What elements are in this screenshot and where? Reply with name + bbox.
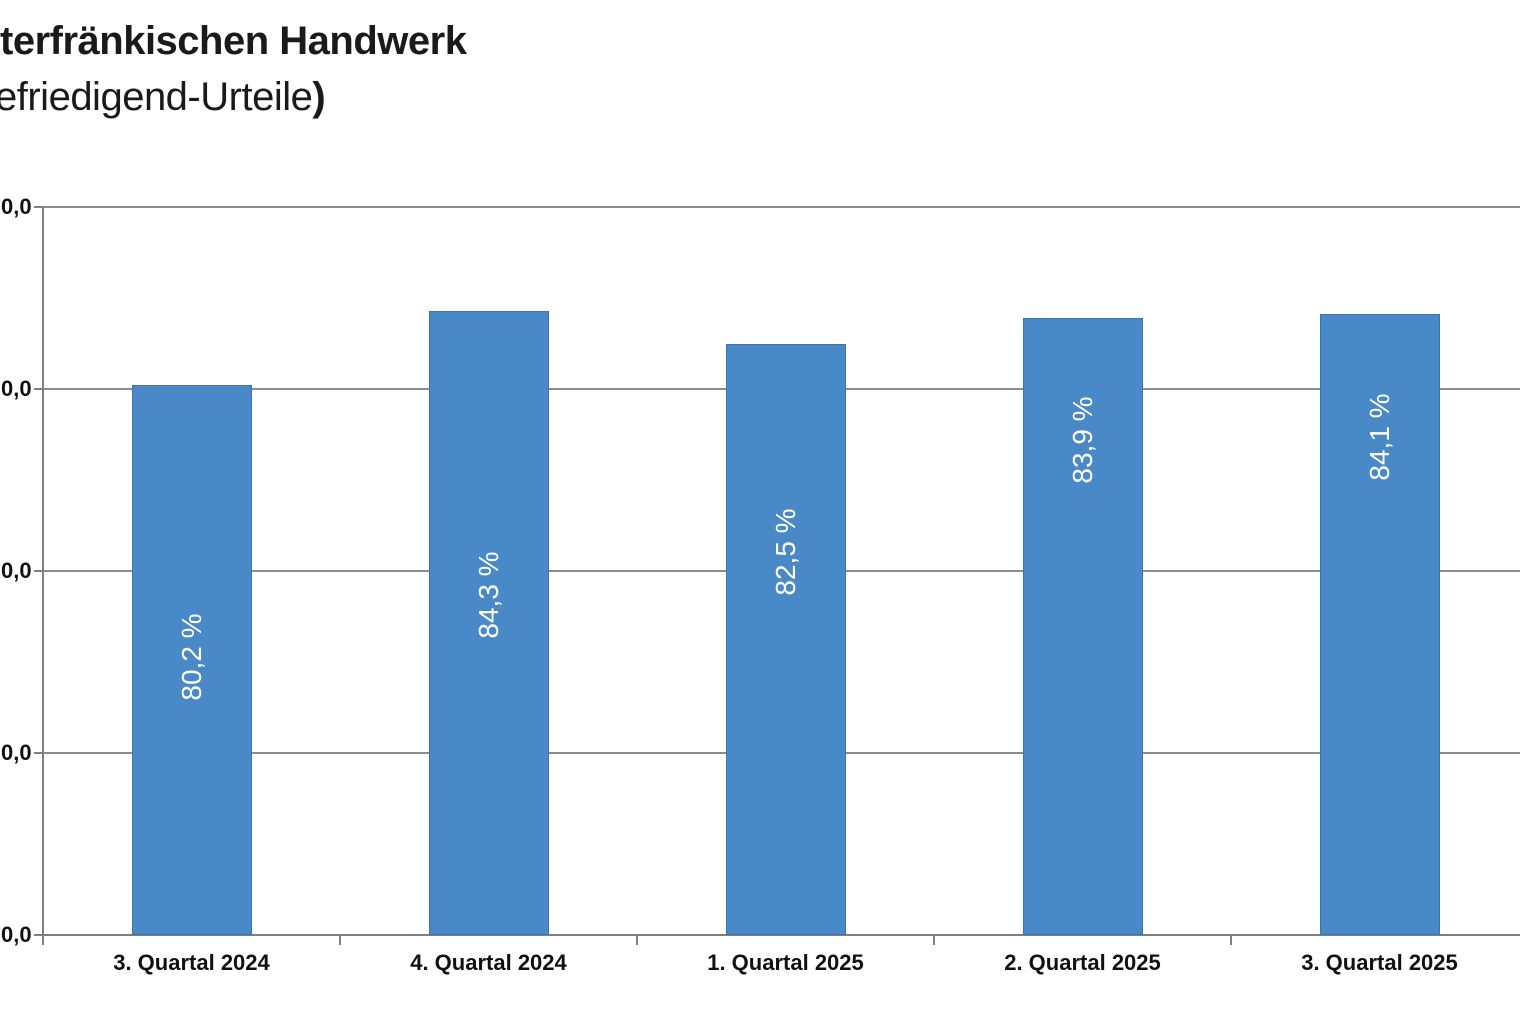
chart-title-line2: efriedigend-Urteile) — [0, 72, 461, 122]
bar — [1022, 318, 1143, 935]
bar-value-label: 80,2 % — [175, 613, 207, 701]
x-axis-label: 4. Quartal 2024 — [410, 950, 567, 975]
y-axis-tick — [34, 934, 43, 936]
y-axis-tick — [34, 752, 43, 754]
x-axis-line — [34, 934, 1520, 936]
bar — [131, 385, 252, 935]
x-axis-label: 2. Quartal 2025 — [1004, 950, 1161, 975]
y-axis-tick — [34, 206, 43, 208]
y-tick-label: 0,0 — [1, 376, 32, 401]
y-tick-label: 0,0 — [1, 194, 32, 219]
bar — [428, 310, 549, 935]
gridline — [43, 206, 1520, 208]
bar — [1319, 314, 1440, 935]
x-axis-label: 3. Quartal 2024 — [113, 950, 270, 975]
y-axis-tick — [34, 570, 43, 572]
chart-title-line2-text: efriedigend-Urteile — [0, 75, 313, 119]
chart-title: terfränkischen Handwerk efriedigend-Urte… — [0, 16, 467, 122]
y-axis-tick — [34, 388, 43, 390]
bar-value-label: 84,3 % — [472, 551, 504, 639]
x-axis-label: 1. Quartal 2025 — [707, 950, 864, 975]
chart-title-line1: terfränkischen Handwerk — [0, 19, 467, 63]
x-axis-tick — [933, 935, 935, 945]
x-axis-tick — [339, 935, 341, 945]
bar-value-label: 83,9 % — [1066, 396, 1098, 484]
y-tick-label: 0,0 — [1, 740, 32, 765]
x-axis-tick — [1230, 935, 1232, 945]
y-axis-line — [42, 207, 44, 945]
y-tick-label: 0,0 — [1, 922, 32, 947]
bar-value-label: 84,1 % — [1363, 393, 1395, 481]
x-axis-tick — [636, 935, 638, 945]
x-axis-label: 3. Quartal 2025 — [1301, 950, 1458, 975]
chart-title-line2-paren: ) — [312, 75, 326, 119]
y-tick-label: 0,0 — [1, 558, 32, 583]
bar — [725, 343, 846, 935]
bar-value-label: 82,5 % — [769, 508, 801, 596]
